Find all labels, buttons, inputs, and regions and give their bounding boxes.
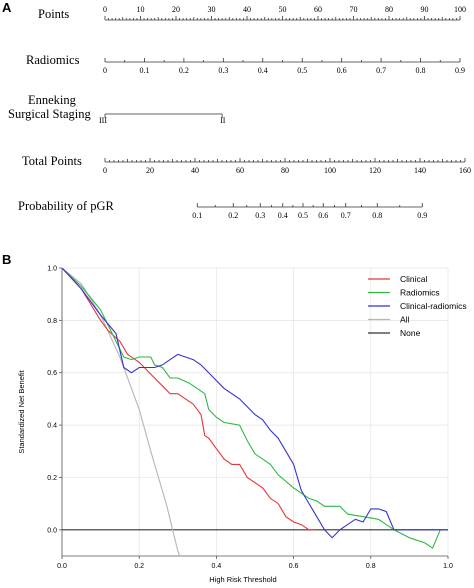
tick-label: 60: [314, 5, 322, 14]
x-tick-label: 0.0: [57, 563, 67, 570]
tick-label: 0.8: [372, 211, 382, 220]
y-tick-label: 1.0: [47, 266, 57, 273]
tick-label: III: [99, 116, 107, 125]
row-label: Points: [38, 7, 69, 21]
tick-label: 0.4: [258, 66, 268, 75]
series-line-all: [62, 268, 181, 556]
tick-label: 0.2: [228, 211, 238, 220]
tick-label: 20: [172, 5, 180, 14]
legend-label: None: [400, 328, 421, 338]
y-tick-label: 0.4: [47, 423, 57, 430]
x-tick-label: 1.0: [443, 563, 453, 570]
tick-label: 0.8: [416, 66, 426, 75]
row-label: Radiomics: [26, 53, 80, 67]
tick-label: 0.3: [218, 66, 228, 75]
tick-label: II: [220, 116, 226, 125]
tick-label: 0: [103, 66, 107, 75]
legend-label: Clinical: [400, 274, 428, 284]
tick-label: 0.9: [417, 211, 427, 220]
legend-label: Radiomics: [400, 288, 440, 298]
tick-label: 100: [324, 166, 336, 175]
tick-label: 0.7: [341, 211, 351, 220]
x-tick-label: 0.2: [134, 563, 144, 570]
tick-label: 140: [414, 166, 426, 175]
tick-label: 0.2: [179, 66, 189, 75]
series-line-clinical-radiomics: [62, 268, 448, 539]
y-tick-label: 0.8: [47, 318, 57, 325]
tick-label: 10: [137, 5, 145, 14]
tick-label: 120: [369, 166, 381, 175]
y-tick-label: 0.0: [47, 527, 57, 534]
x-axis-label: High Risk Threshold: [209, 575, 276, 584]
series-line-radiomics: [62, 268, 441, 549]
panel-b-label: B: [2, 252, 11, 267]
tick-label: 0.1: [139, 66, 149, 75]
tick-label: 50: [279, 5, 287, 14]
tick-label: 80: [281, 166, 289, 175]
y-axis-label: Standardized Net Benefit: [17, 369, 26, 453]
decision-curve-plot: 0.0 0.2 0.4 0.6 0.8 1.0 0.0 0.2 0.4 0.6 0.8 1.0 High…: [17, 266, 467, 585]
tick-label: 0.6: [318, 211, 328, 220]
tick-label: 0.5: [298, 211, 308, 220]
row-label: Surgical Staging: [8, 107, 92, 121]
tick-label: 0.6: [337, 66, 347, 75]
row-label: Enneking: [28, 93, 77, 107]
tick-label: 0: [103, 5, 107, 14]
tick-label: 30: [208, 5, 216, 14]
tick-label: 0: [103, 166, 107, 175]
tick-label: 90: [421, 5, 429, 14]
row-label: Probability of pGR: [18, 199, 114, 213]
tick-label: 100: [454, 5, 466, 14]
legend-label: Clinical-radiomics: [400, 301, 467, 311]
tick-label: 70: [350, 5, 358, 14]
tick-label: 40: [191, 166, 199, 175]
tick-label: 0.3: [255, 211, 265, 220]
tick-label: 160: [459, 166, 471, 175]
legend-label: All: [400, 315, 410, 325]
x-tick-label: 0.6: [289, 563, 299, 570]
tick-label: 0.4: [278, 211, 288, 220]
tick-label: 0.9: [455, 66, 465, 75]
tick-label: 40: [243, 5, 251, 14]
x-tick-label: 0.8: [366, 563, 376, 570]
series-line-clinical: [62, 268, 317, 531]
panel-a-label: A: [2, 0, 12, 15]
tick-label: 0.5: [297, 66, 307, 75]
tick-label: 20: [146, 166, 154, 175]
tick-label: 0.1: [192, 211, 202, 220]
tick-label: 0.7: [376, 66, 386, 75]
x-tick-label: 0.4: [212, 563, 222, 570]
row-label: Total Points: [22, 154, 82, 168]
y-tick-label: 0.2: [47, 475, 57, 482]
tick-label: 60: [236, 166, 244, 175]
tick-label: 80: [385, 5, 393, 14]
y-tick-label: 0.6: [47, 370, 57, 377]
